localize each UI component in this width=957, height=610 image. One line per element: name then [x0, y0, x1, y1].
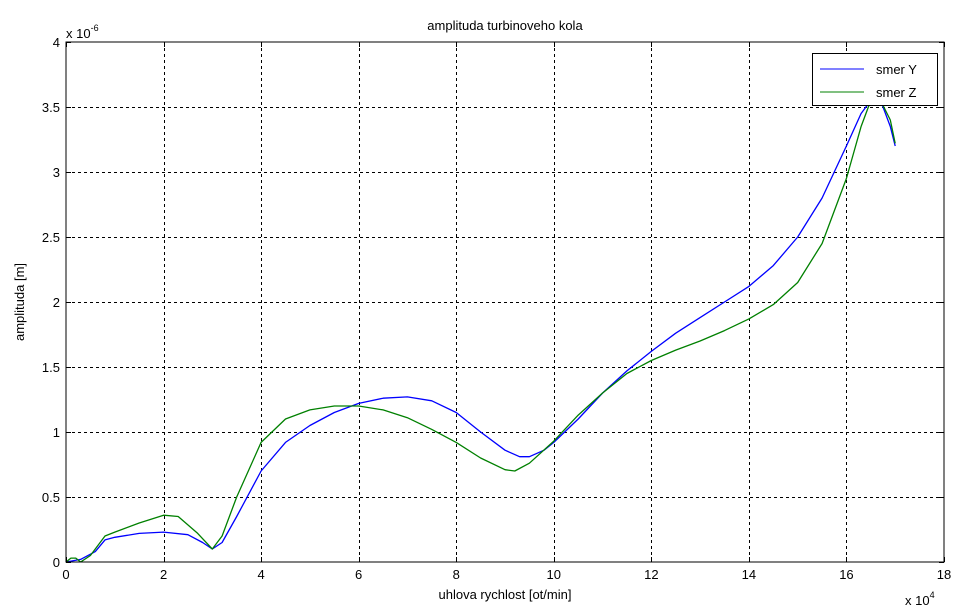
x-tick-label: 2	[160, 567, 167, 582]
x-multiplier-exponent: 4	[930, 590, 935, 600]
y-tick-label: 1.5	[42, 360, 60, 375]
y-axis-label: amplituda [m]	[12, 263, 27, 341]
x-tick-label: 16	[839, 567, 853, 582]
legend-label-smer-y: smer Y	[876, 62, 917, 77]
legend-label-smer-z: smer Z	[876, 85, 917, 100]
y-tick-label: 3.5	[42, 100, 60, 115]
legend: smer Y smer Z	[812, 53, 938, 106]
x-tick-label: 14	[742, 567, 756, 582]
y-tick-label: 2	[53, 295, 60, 310]
series-line-smer-y	[66, 99, 896, 562]
legend-box	[812, 53, 938, 106]
y-tick-label: 1	[53, 425, 60, 440]
y-tick-label: 0.5	[42, 490, 60, 505]
x-tick-label: 18	[937, 567, 951, 582]
series-line-smer-z	[66, 99, 896, 562]
chart-title: amplituda turbinoveho kola	[427, 18, 583, 33]
y-multiplier-exponent: -6	[91, 23, 99, 33]
x-tick-label: 6	[355, 567, 362, 582]
y-tick-label: 3	[53, 165, 60, 180]
x-tick-label: 12	[644, 567, 658, 582]
x-tick-label: 4	[257, 567, 264, 582]
x-tick-label: 10	[547, 567, 561, 582]
y-axis-multiplier: x 10-6	[66, 23, 99, 41]
x-tick-label: 8	[453, 567, 460, 582]
y-tick-label: 4	[53, 35, 60, 50]
x-multiplier-base: x 10	[905, 593, 930, 608]
y-tick-label: 2.5	[42, 230, 60, 245]
y-tick-label: 0	[53, 555, 60, 570]
x-axis-multiplier: x 104	[905, 590, 935, 608]
x-tick-label: 0	[62, 567, 69, 582]
series-layer	[66, 99, 896, 562]
x-axis-label: uhlova rychlost [ot/min]	[439, 587, 572, 602]
grid	[66, 42, 944, 562]
ticks: 0 2 4 6 8 10 12 14 16 18 0 0.5 1 1.5 2 2.5 3 3.5 4	[42, 35, 951, 582]
y-multiplier-base: x 10	[66, 26, 91, 41]
